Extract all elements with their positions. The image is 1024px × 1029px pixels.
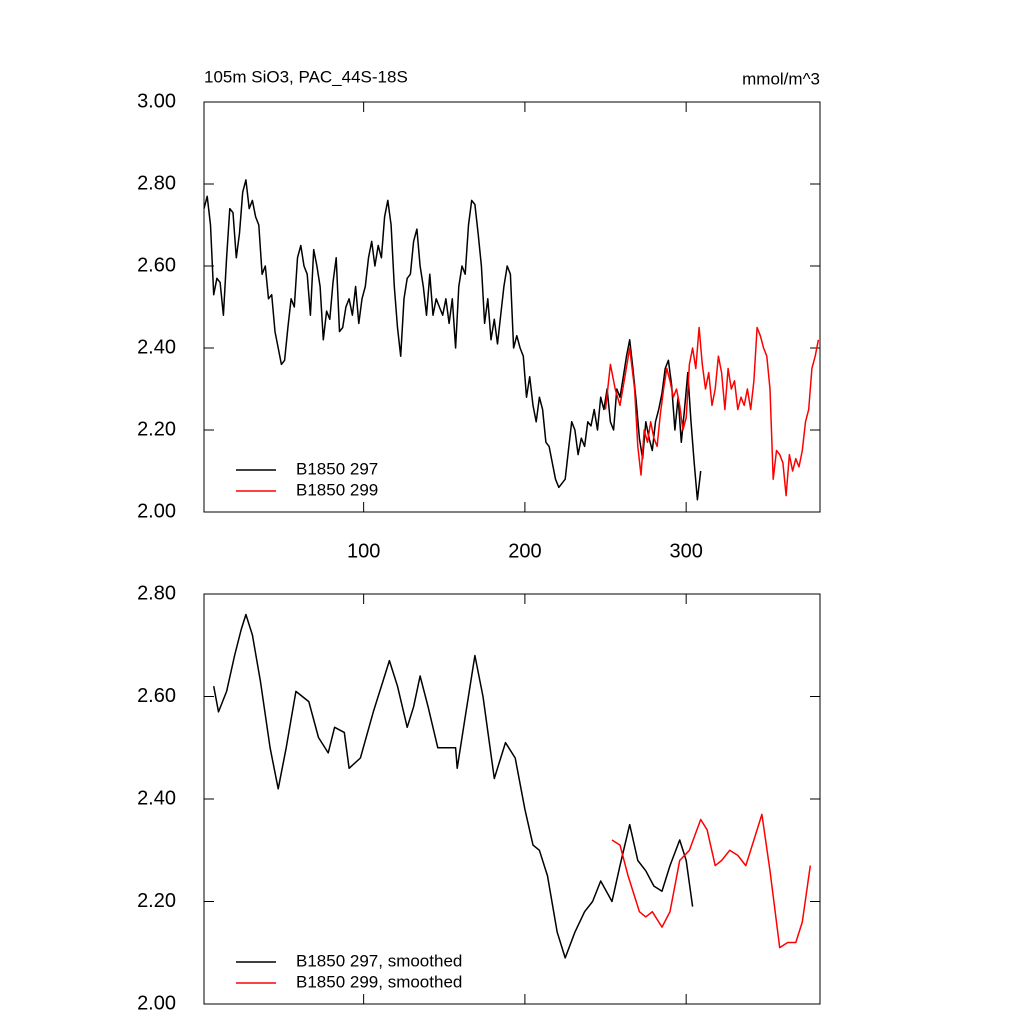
chart-title: 105m SiO3, PAC_44S-18S [204, 67, 408, 86]
x-tick-label: 100 [347, 540, 380, 562]
x-tick-label: 300 [669, 540, 702, 562]
y-tick-label: 2.80 [137, 582, 176, 604]
y-tick-label: 2.00 [137, 992, 176, 1014]
y-tick-label: 2.60 [137, 254, 176, 276]
plot-frame [203, 101, 821, 513]
x-tick-label: 200 [508, 540, 541, 562]
legend-label: B1850 299 [296, 480, 378, 499]
data-line [212, 613, 694, 959]
y-tick-label: 2.40 [137, 336, 176, 358]
units-label: mmol/m^3 [742, 69, 820, 88]
y-tick-label: 2.80 [137, 172, 176, 194]
legend-label: B1850 299, smoothed [296, 972, 462, 991]
data-line [604, 326, 820, 497]
y-tick-label: 2.20 [137, 890, 176, 912]
y-tick-label: 2.00 [137, 500, 176, 522]
legend-label: B1850 297, smoothed [296, 951, 462, 970]
y-tick-label: 2.60 [137, 685, 176, 707]
data-line [203, 179, 702, 501]
y-tick-label: 2.40 [137, 787, 176, 809]
legend-label: B1850 297 [296, 459, 378, 478]
y-tick-label: 2.20 [137, 418, 176, 440]
y-tick-label: 3.00 [137, 90, 176, 112]
data-line [611, 813, 812, 949]
